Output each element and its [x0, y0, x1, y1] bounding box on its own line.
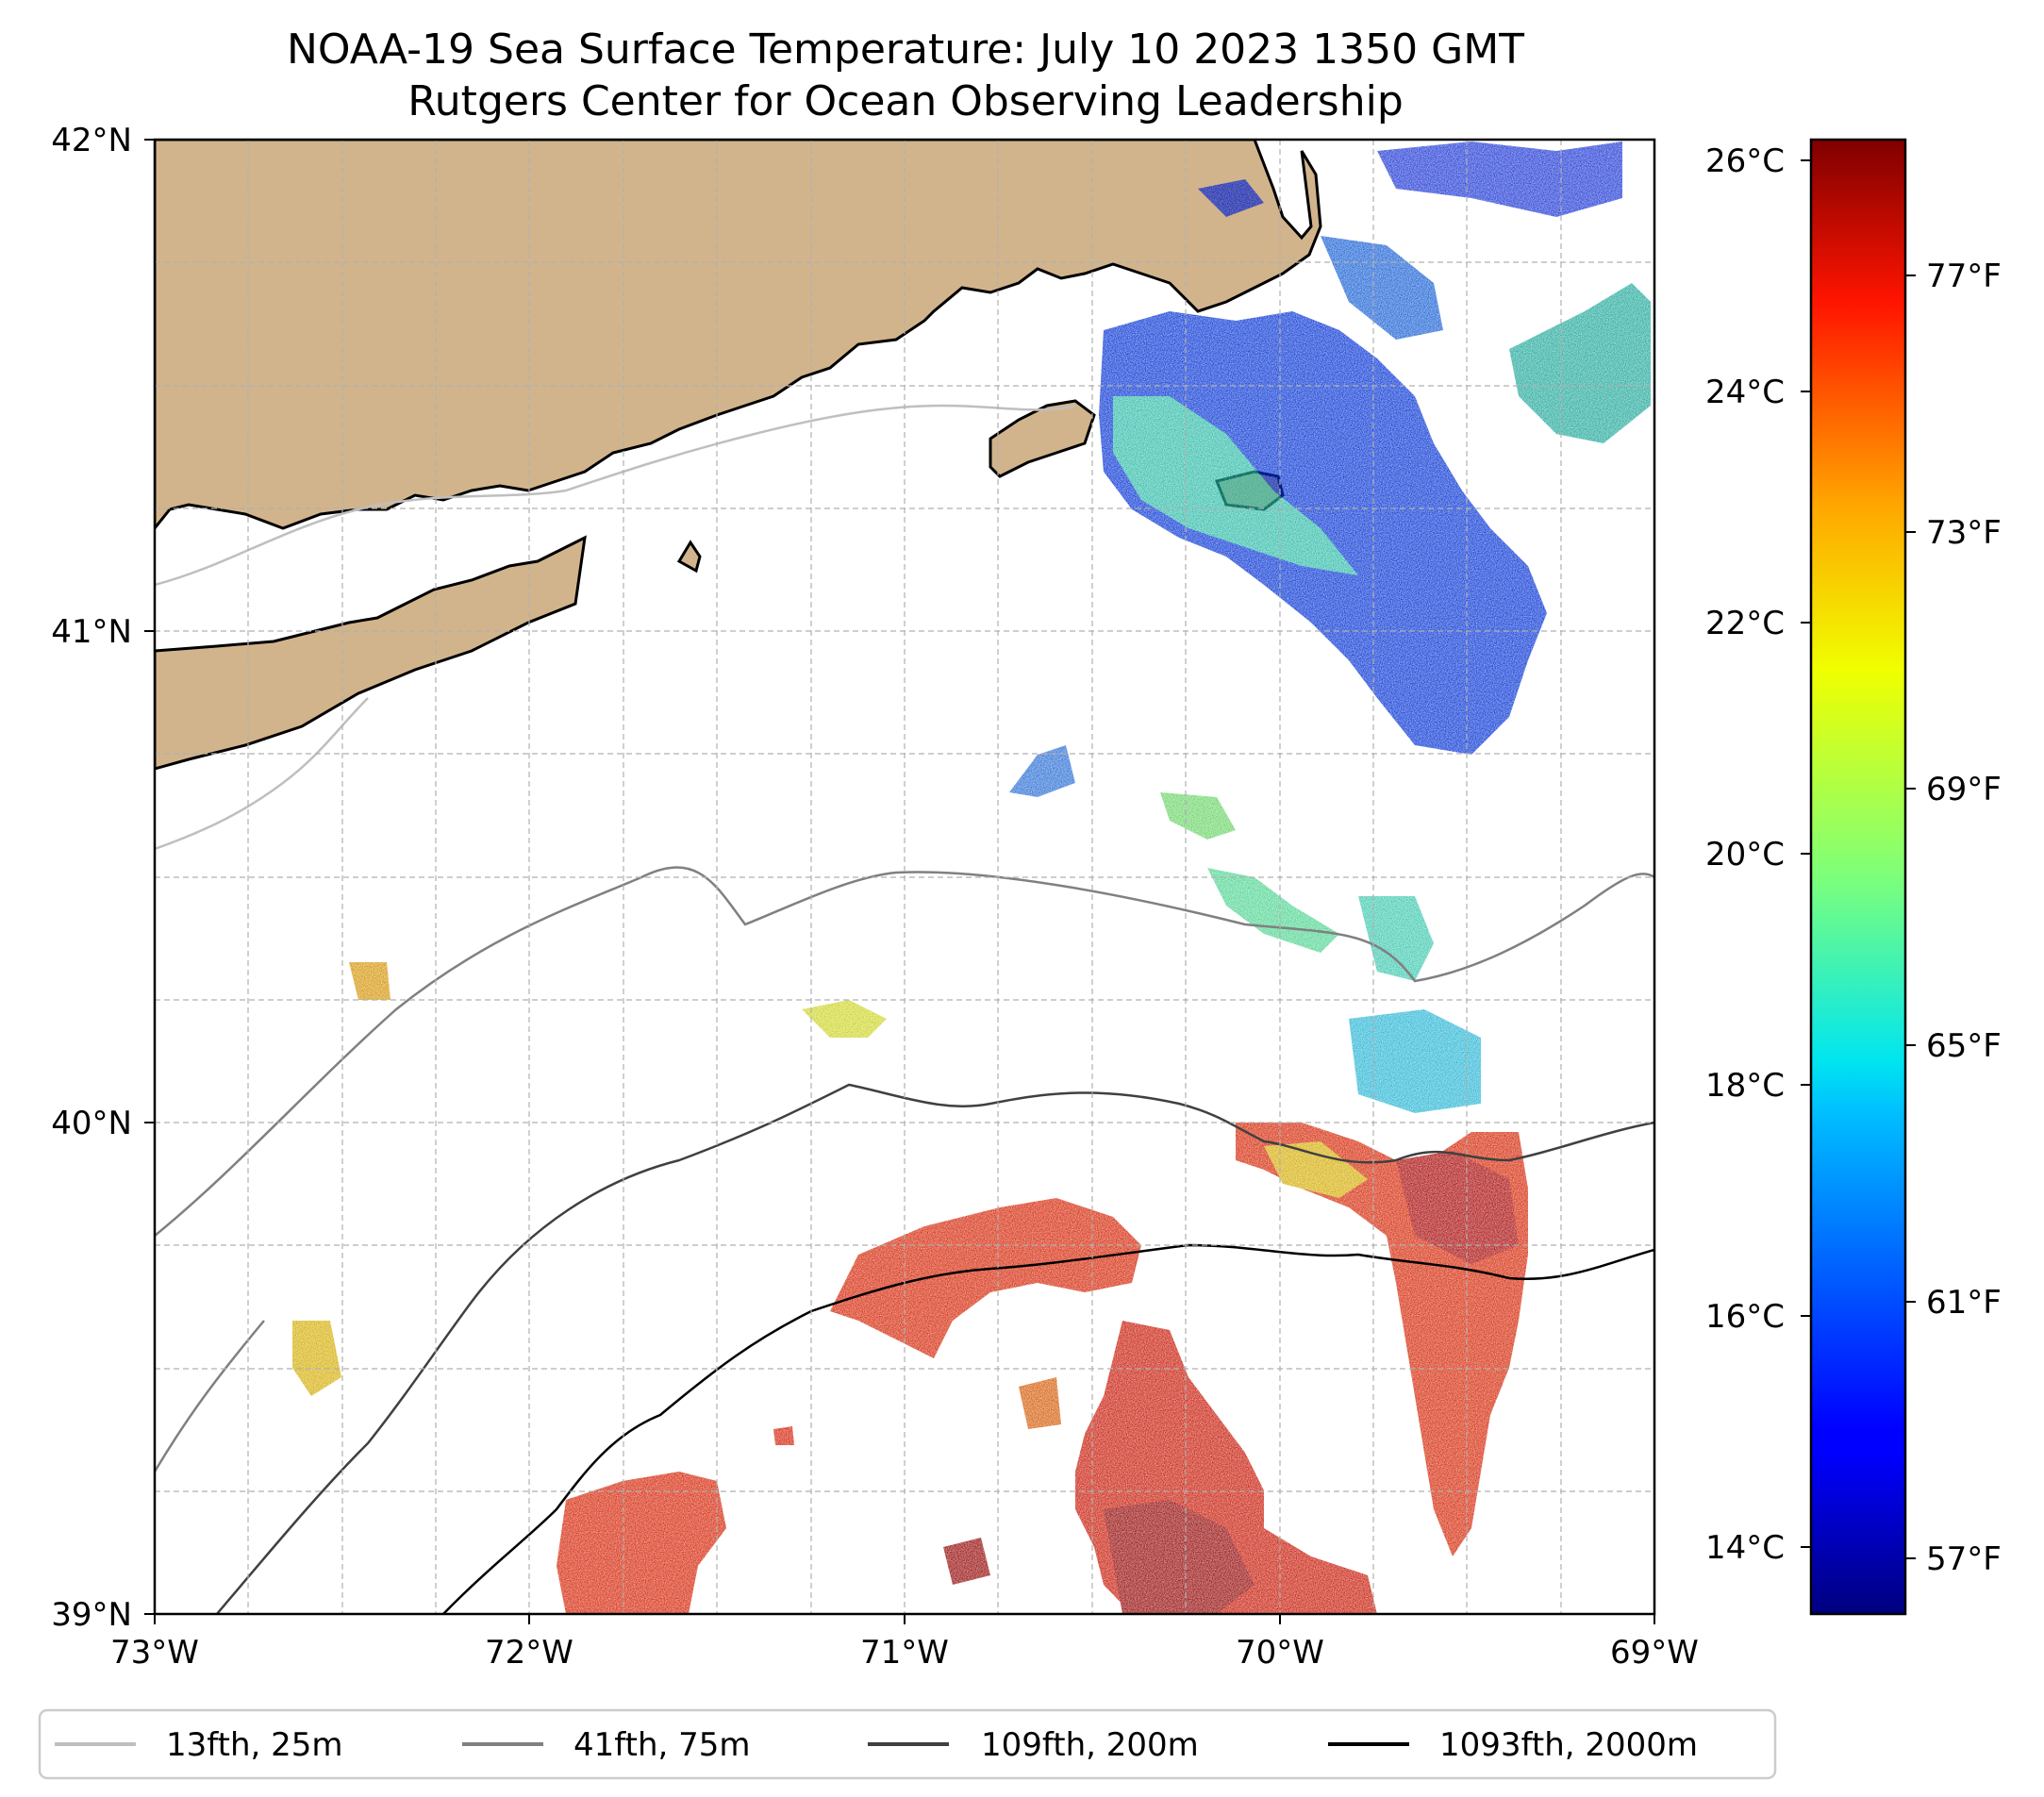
- land-masses: [155, 140, 1322, 771]
- lat-label-41n: 41°N: [51, 613, 132, 651]
- cb-label-26c: 26°C: [1705, 142, 1785, 180]
- contour-200m: [216, 1083, 1654, 1614]
- legend-label-25m: 13fth, 25m: [166, 1726, 343, 1764]
- cb-label-16c: 16°C: [1705, 1298, 1785, 1336]
- legend-label-75m: 41fth, 75m: [573, 1726, 751, 1764]
- cb-label-20c: 20°C: [1705, 836, 1785, 874]
- lon-label-73w: 73°W: [110, 1634, 199, 1672]
- mainland-coast: [155, 140, 1322, 531]
- cb-label-61f: 61°F: [1926, 1284, 2002, 1322]
- colorbar-ticks: [1801, 159, 1916, 1559]
- cb-label-69f: 69°F: [1926, 771, 2002, 808]
- lon-label-71w: 71°W: [860, 1634, 949, 1672]
- block-island: [676, 540, 702, 574]
- contour-legend: 13fth, 25m 41fth, 75m 109fth, 200m 1093f…: [38, 1708, 1777, 1780]
- sst-warm-patches: [557, 1123, 1528, 1614]
- lat-label-42n: 42°N: [51, 122, 132, 159]
- legend-label-2000m: 1093fth, 2000m: [1439, 1726, 1698, 1764]
- colorbar: [1809, 138, 1907, 1616]
- map-title-line2: Rutgers Center for Ocean Observing Leade…: [407, 77, 1404, 125]
- contour-2000m: [442, 1243, 1654, 1614]
- cb-label-77f: 77°F: [1926, 258, 2002, 295]
- lat-label-40n: 40°N: [51, 1105, 132, 1142]
- map-area: [155, 140, 1654, 1614]
- map-title-line1: NOAA-19 Sea Surface Temperature: July 10…: [287, 25, 1524, 74]
- long-island: [155, 535, 587, 771]
- cb-label-14c: 14°C: [1705, 1529, 1785, 1567]
- cb-label-18c: 18°C: [1705, 1067, 1785, 1105]
- cb-label-24c: 24°C: [1705, 374, 1785, 411]
- lon-label-69w: 69°W: [1610, 1634, 1699, 1672]
- lon-label-70w: 70°W: [1236, 1634, 1324, 1672]
- axis-ticks: [144, 139, 1655, 1624]
- legend-label-200m: 109fth, 200m: [981, 1726, 1199, 1764]
- graticule: [155, 140, 1654, 1614]
- lat-label-39n: 39°N: [51, 1596, 132, 1634]
- lon-label-72w: 72°W: [485, 1634, 573, 1672]
- cb-label-57f: 57°F: [1926, 1540, 2002, 1578]
- cb-label-73f: 73°F: [1926, 514, 2002, 552]
- cb-label-22c: 22°C: [1705, 605, 1785, 642]
- cb-label-65f: 65°F: [1926, 1027, 2002, 1065]
